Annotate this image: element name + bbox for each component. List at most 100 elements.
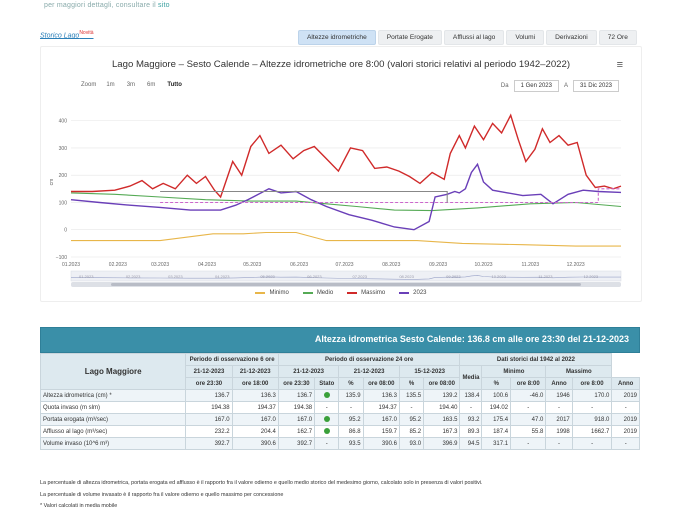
navigator-tick-label: 04.2023	[215, 274, 230, 279]
legend-item-minimo[interactable]: Minimo	[255, 290, 289, 296]
legend-item-massimo[interactable]: Massimo	[347, 290, 385, 296]
date-range: Da 1 Gen 2023 A 31 Dic 2023	[501, 80, 619, 92]
table-cell: 100.6	[481, 389, 512, 402]
table-cell: -	[611, 401, 640, 414]
tab-portate-erogate[interactable]: Portate Erogate	[377, 30, 442, 45]
date-header: 15-12-2023	[398, 365, 461, 378]
navigator-tick-label: 10.2023	[492, 274, 507, 279]
table-cell: 89.3	[459, 425, 483, 438]
zoom-all-button[interactable]: Tutto	[167, 82, 182, 88]
media-header: Media	[459, 365, 483, 390]
navigator-track	[70, 270, 622, 282]
data-table: Lago Maggiore Periodo di osservazione 6 …	[39, 353, 640, 450]
x-tick-label: 04.2023	[198, 262, 216, 268]
tab-72-ore[interactable]: 72 Ore	[598, 30, 637, 45]
table-cell: 135.9	[338, 389, 364, 402]
lake-header: Lago Maggiore	[39, 353, 187, 390]
chart-panel: Lago Maggiore – Sesto Calende – Altezze …	[40, 46, 642, 302]
chart-svg: −100 0 100 200 300 400 cm 01.2023 02.2023 03.2023…	[49, 113, 622, 287]
group-hist-header: Dati storici dal 1942 al 2022	[459, 353, 613, 366]
chart-tabs: Altezze idrometriche Portate Erogate Aff…	[298, 30, 637, 45]
tab-derivazioni[interactable]: Derivazioni	[546, 30, 597, 45]
table-cell: 93.0	[398, 437, 425, 450]
group-24h-header: Periodo di osservazione 24 ore	[277, 353, 461, 366]
table-cell: 95.2	[338, 413, 364, 426]
table-cell: 136.7	[277, 389, 316, 402]
x-tick-label: 01.2023	[62, 262, 80, 268]
group-6h-header: Periodo di osservazione 6 ore	[185, 353, 279, 366]
navigator-tick-label: 03.2023	[168, 274, 183, 279]
table-cell: 390.6	[231, 437, 279, 450]
menu-icon[interactable]: ≡	[616, 59, 623, 71]
y-tick-label: −100	[56, 255, 67, 261]
navigator-tick-label: 11.2023	[538, 274, 553, 279]
table-cell: 175.4	[481, 413, 512, 426]
table-row: Quota invaso (m slm) 194.38 194.37 194.38- -…	[39, 401, 640, 414]
table-cell: -	[571, 401, 613, 414]
data-table-panel: Altezza idrometrica Sesto Calende: 136.8…	[39, 327, 640, 450]
stato-header: Stato	[314, 377, 340, 390]
x-tick-label: 11.2023	[521, 262, 539, 268]
date-header: 21-12-2023	[185, 365, 233, 378]
table-cell: 194.37	[362, 401, 400, 414]
time-header: ore 8:00	[510, 377, 547, 390]
navigator-tick-label: 02.2023	[126, 274, 141, 279]
top-note-text: per maggiori dettagli, consultare il	[44, 2, 156, 9]
legend-item-2023[interactable]: 2023	[399, 290, 427, 296]
table-cell: 2019	[611, 425, 640, 438]
navigator-series	[70, 275, 621, 280]
legend-swatch	[255, 292, 266, 294]
table-cell: -	[545, 401, 573, 414]
table-cell: 204.4	[231, 425, 279, 438]
tab-afflussi-al-lago[interactable]: Afflussi al lago	[443, 30, 505, 45]
table-cell: -	[510, 437, 547, 450]
table-cell: 390.6	[362, 437, 400, 450]
table-cell: 95.2	[398, 413, 425, 426]
table-cell: -	[314, 401, 340, 414]
table-cell: 86.8	[338, 425, 364, 438]
new-badge: Novità	[79, 30, 94, 36]
series-line-2023	[70, 162, 622, 231]
time-header: ore 23:30	[277, 377, 316, 390]
legend-item-medio[interactable]: Medio	[302, 290, 333, 296]
navigator-handle	[111, 283, 581, 286]
zoom-3m-button[interactable]: 3m	[126, 82, 136, 88]
top-note-link[interactable]: sito	[158, 2, 170, 9]
footnote: La percentuale di volume invasato è il r…	[40, 491, 284, 498]
tab-altezze-idrometriche[interactable]: Altezze idrometriche	[298, 30, 376, 45]
time-header: ore 23:30	[185, 377, 233, 390]
legend-swatch	[347, 292, 358, 294]
table-cell: 93.5	[338, 437, 364, 450]
series-line-medio	[70, 192, 622, 212]
table-cell: 93.2	[459, 413, 483, 426]
top-note: per maggiori dettagli, consultare il sit…	[44, 2, 170, 9]
table-cell: -	[459, 401, 483, 414]
storico-lago-link[interactable]: Storico LagoNovità	[40, 30, 94, 39]
table-cell: 85.2	[398, 425, 425, 438]
legend-label: Massimo	[361, 290, 386, 296]
table-cell: -	[398, 401, 425, 414]
zoom-1m-button[interactable]: 1m	[106, 82, 115, 88]
navigator-tick-label: 05.2023	[260, 274, 275, 279]
table-cell: -	[338, 401, 364, 414]
footnotes: La percentuale di altezza idrometrica, p…	[40, 478, 482, 513]
range-from-input[interactable]: 1 Gen 2023	[513, 80, 559, 92]
table-cell: 94.5	[459, 437, 483, 450]
x-tick-label: 07.2023	[335, 262, 353, 268]
table-cell: 2017	[545, 413, 573, 426]
table-cell: 163.5	[423, 413, 461, 426]
anno-header: Anno	[545, 377, 573, 390]
minimo-header: Minimo	[481, 365, 547, 378]
table-cell: 159.7	[362, 425, 400, 438]
time-header: ore 18:00	[231, 377, 279, 390]
table-cell: 136.7	[185, 389, 233, 402]
anno-header: Anno	[611, 377, 640, 390]
table-cell: -	[571, 437, 613, 450]
tab-volumi[interactable]: Volumi	[506, 30, 545, 45]
zoom-6m-button[interactable]: 6m	[147, 82, 156, 88]
legend-label: Minimo	[269, 290, 289, 296]
table-cell: 194.02	[481, 401, 512, 414]
range-to-input[interactable]: 31 Dic 2023	[572, 80, 619, 92]
x-tick-label: 02.2023	[109, 262, 127, 268]
y-tick-label: 100	[59, 200, 68, 206]
